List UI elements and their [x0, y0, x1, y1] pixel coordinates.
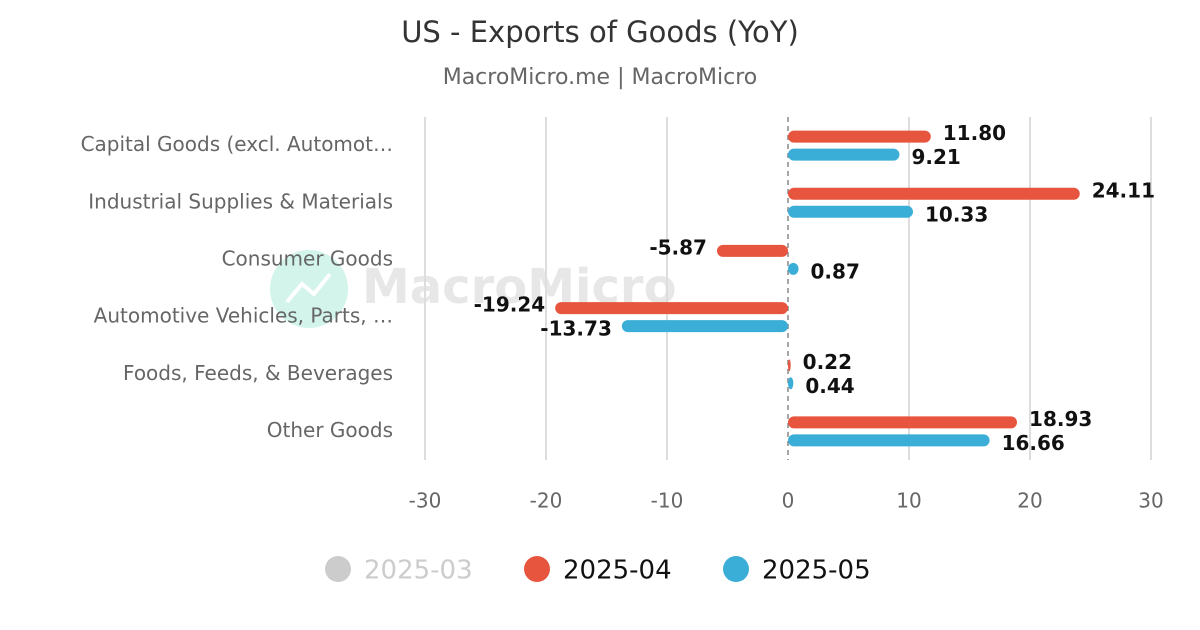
bar: [788, 205, 913, 218]
data-label: 0.44: [805, 374, 854, 398]
legend-marker[interactable]: [524, 556, 550, 582]
data-label: 24.11: [1092, 178, 1155, 202]
bar: [788, 434, 990, 447]
bar: [788, 130, 931, 143]
bar: [788, 148, 900, 161]
bar: [716, 244, 788, 257]
data-label: -5.87: [649, 235, 707, 259]
legend-marker[interactable]: [325, 556, 351, 582]
data-label: 9.21: [911, 145, 960, 169]
y-tick-label: Industrial Supplies & Materials: [88, 189, 393, 213]
x-tick-label: 30: [1138, 489, 1163, 513]
chart-title: US - Exports of Goods (YoY): [401, 15, 799, 49]
watermark-logo: [270, 250, 348, 328]
y-tick-label: Automotive Vehicles, Parts, …: [94, 304, 393, 328]
data-label: 10.33: [925, 202, 988, 226]
y-tick-label: Other Goods: [267, 418, 393, 442]
legend-label[interactable]: 2025-05: [762, 556, 871, 586]
bar: [788, 187, 1080, 200]
data-label: 16.66: [1002, 431, 1065, 455]
legend-label[interactable]: 2025-03: [364, 556, 473, 586]
bar: [788, 359, 791, 372]
legend-marker[interactable]: [723, 556, 749, 582]
x-tick-label: -30: [409, 489, 442, 513]
bar: [621, 320, 788, 333]
bar: [788, 416, 1018, 429]
x-tick-label: -10: [651, 489, 684, 513]
data-label: -19.24: [474, 293, 546, 317]
bar: [555, 302, 788, 315]
data-label: 18.93: [1029, 407, 1092, 431]
x-tick-label: 20: [1017, 489, 1042, 513]
x-tick-label: 0: [782, 489, 795, 513]
y-tick-label: Capital Goods (excl. Automot…: [81, 132, 393, 156]
legend-label[interactable]: 2025-04: [563, 556, 672, 586]
data-label: 11.80: [943, 121, 1006, 145]
bar: [788, 262, 799, 275]
chart-subtitle: MacroMicro.me | MacroMicro: [443, 65, 758, 90]
data-label: 0.22: [803, 350, 852, 374]
data-label: -13.73: [540, 317, 612, 341]
y-tick-label: Consumer Goods: [222, 246, 393, 270]
y-tick-label: Foods, Feeds, & Beverages: [123, 361, 393, 385]
bar: [788, 377, 794, 390]
x-tick-label: 10: [896, 489, 921, 513]
data-label: 0.87: [811, 259, 860, 283]
x-tick-label: -20: [530, 489, 563, 513]
